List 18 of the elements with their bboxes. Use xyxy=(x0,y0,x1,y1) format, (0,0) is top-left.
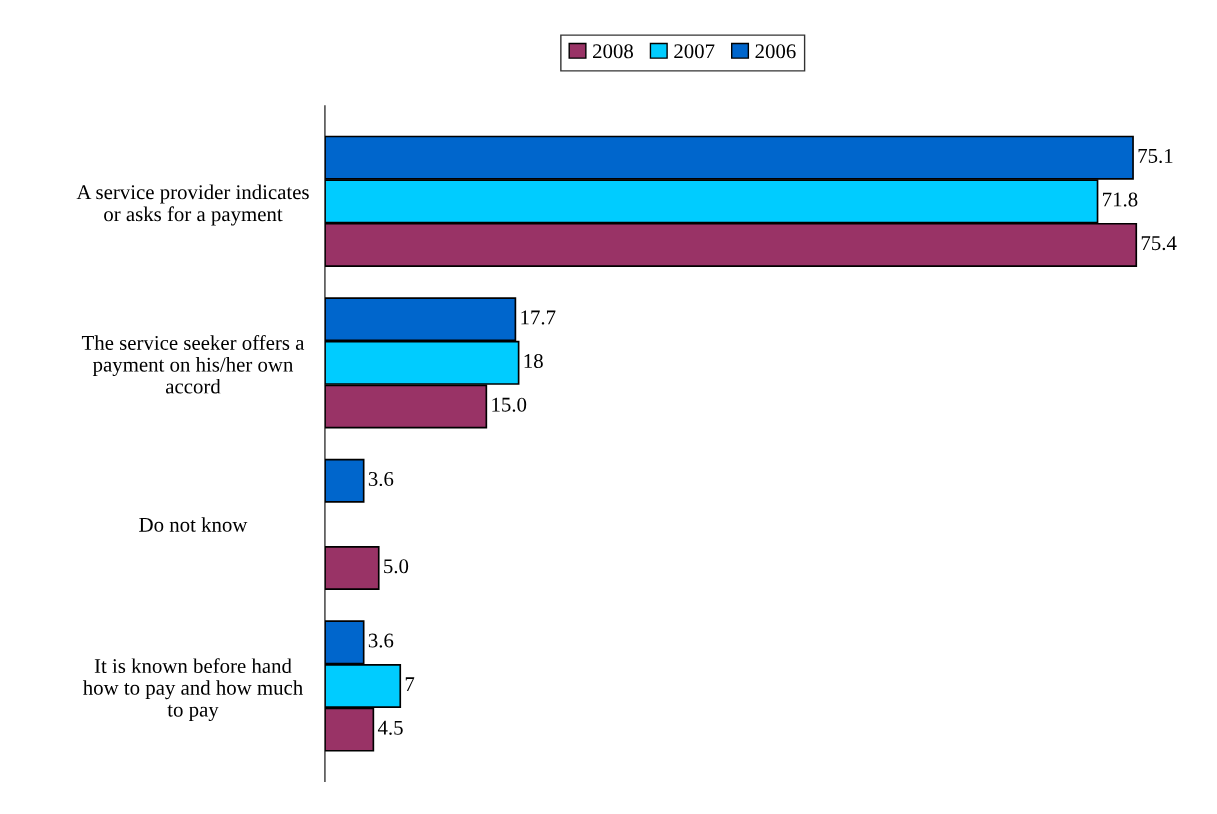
y-tick-label: It is known before hand how to pay and how much to pay xyxy=(82,658,303,721)
data-label: 3.6 xyxy=(368,633,394,648)
data-label: 71.8 xyxy=(1103,192,1138,207)
data-label: 4.5 xyxy=(377,720,403,735)
y-tick-label: The service seeker offers a payment on his/her own accord xyxy=(81,335,305,394)
legend-label: 2007 xyxy=(674,44,715,59)
data-label: 15.0 xyxy=(492,397,527,412)
data-label: 5.0 xyxy=(384,559,409,574)
data-label: 3.6 xyxy=(368,472,394,487)
y-tick-label: Do not know xyxy=(139,517,248,532)
legend-label: 2008 xyxy=(593,44,633,59)
legend-label: 2006 xyxy=(755,44,796,59)
data-label: 17.7 xyxy=(521,310,556,325)
y-tick-label: A service provider indicates or asks for a payment xyxy=(76,184,309,226)
data-label: 7 xyxy=(405,677,415,691)
data-label: 75.1 xyxy=(1138,148,1173,163)
data-label: 18 xyxy=(524,354,543,369)
data-label: 75.4 xyxy=(1141,236,1177,251)
